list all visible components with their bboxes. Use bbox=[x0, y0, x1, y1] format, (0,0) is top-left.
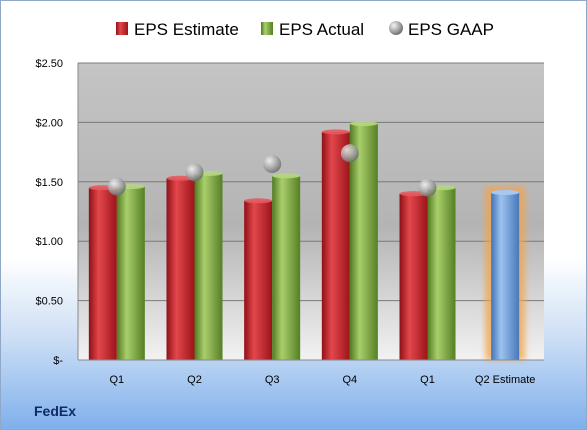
bar-estimate-0 bbox=[88, 187, 117, 360]
bar-actual-4 bbox=[427, 187, 456, 360]
bar-actual-2 bbox=[272, 175, 301, 360]
bar-q2-estimate-cap bbox=[491, 189, 520, 195]
x-axis: Q1 Q2 Q3 Q4 Q1 Q2 Estimate bbox=[78, 359, 544, 386]
gaap-marker-3 bbox=[340, 144, 359, 163]
x-tick-label-5: Q2 Estimate bbox=[475, 374, 536, 386]
x-tick-label-3: Q4 bbox=[342, 374, 357, 386]
bar-q2-estimate bbox=[491, 192, 520, 360]
y-tick-label-1: $0.50 bbox=[35, 296, 63, 308]
legend: EPS Estimate EPS Actual EPS GAAP bbox=[116, 20, 494, 39]
legend-swatch-actual bbox=[261, 22, 273, 35]
y-tick-label-2: $1.00 bbox=[35, 236, 63, 248]
plot-area bbox=[78, 63, 544, 360]
bar-estimate-3 bbox=[321, 131, 350, 360]
gaap-marker-4 bbox=[418, 178, 437, 197]
bar-actual-0 bbox=[116, 186, 145, 360]
bar-actual-1 bbox=[194, 173, 223, 360]
bar-estimate-2-cap bbox=[244, 198, 273, 204]
x-tick-label-0: Q1 bbox=[109, 374, 124, 386]
legend-label-2: EPS GAAP bbox=[408, 20, 494, 39]
legend-swatch-gaap bbox=[389, 21, 403, 35]
bars bbox=[88, 121, 526, 360]
bar-actual-3-cap bbox=[349, 121, 378, 127]
bar-actual-3 bbox=[349, 123, 378, 360]
gaap-markers bbox=[107, 144, 437, 197]
company-name: FedEx bbox=[34, 403, 77, 419]
legend-swatch-estimate bbox=[116, 22, 128, 35]
x-tick-label-1: Q2 bbox=[187, 374, 202, 386]
gaap-marker-1 bbox=[185, 163, 204, 182]
y-tick-label-3: $1.50 bbox=[35, 177, 63, 189]
legend-label-1: EPS Actual bbox=[279, 20, 364, 39]
bar-estimate-1 bbox=[166, 178, 195, 360]
y-tick-label-4: $2.00 bbox=[35, 117, 63, 129]
gaap-marker-2 bbox=[263, 154, 282, 173]
y-tick-label-0: $- bbox=[53, 355, 63, 367]
y-tick-label-5: $2.50 bbox=[35, 58, 63, 70]
legend-label-0: EPS Estimate bbox=[134, 20, 239, 39]
bar-estimate-4 bbox=[399, 193, 428, 360]
x-tick-label-4: Q1 bbox=[420, 374, 435, 386]
bar-estimate-2 bbox=[244, 200, 273, 360]
gaap-marker-0 bbox=[107, 177, 126, 196]
bar-actual-2-cap bbox=[272, 173, 301, 179]
bar-estimate-3-cap bbox=[321, 129, 350, 135]
x-tick-label-2: Q3 bbox=[265, 374, 280, 386]
y-axis: $- $0.50 $1.00 $1.50 $2.00 $2.50 bbox=[35, 58, 79, 367]
